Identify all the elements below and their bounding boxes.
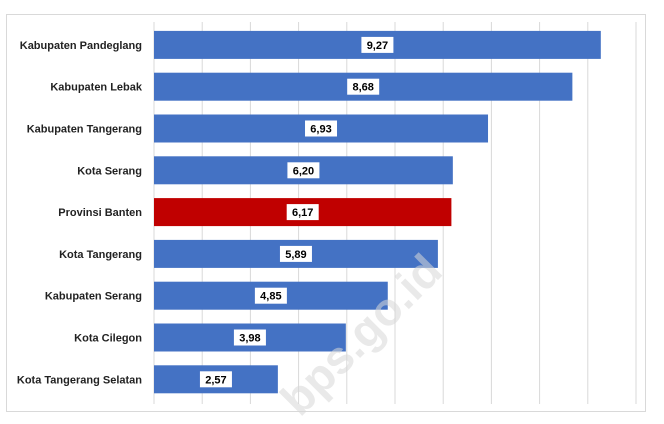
value-label: 4,85 [260, 291, 281, 303]
value-label-box [361, 36, 394, 53]
category-label: Kabupaten Lebak [50, 82, 143, 94]
value-label-box [347, 78, 380, 95]
value-label-box [286, 204, 319, 221]
value-label: 3,98 [239, 333, 260, 345]
value-label: 6,93 [310, 124, 331, 136]
category-label: Kota Tangerang [59, 249, 142, 261]
value-label-box [287, 162, 320, 179]
category-label: Provinsi Banten [58, 207, 142, 219]
value-label: 6,17 [292, 207, 313, 219]
value-label: 6,20 [293, 165, 314, 177]
value-label-box [233, 329, 266, 346]
value-label-box [279, 245, 312, 262]
value-label-box [254, 287, 287, 304]
category-label: Kabupaten Tangerang [27, 124, 142, 136]
category-label: Kota Cilegon [74, 333, 142, 345]
category-label: Kota Serang [77, 165, 142, 177]
category-label: Kota Tangerang Selatan [17, 374, 142, 386]
value-label: 8,68 [352, 82, 373, 94]
category-label: Kabupaten Pandeglang [20, 40, 142, 52]
value-label-box [305, 120, 338, 137]
value-label-box [199, 371, 232, 388]
category-label: Kabupaten Serang [45, 291, 142, 303]
category-labels: Kabupaten Pandeglang Kabupaten Lebak Kabup… [17, 40, 143, 386]
value-labels: 9,27 8,68 6,93 6,20 6,17 5,89 4,85 3,98 2,57 [199, 36, 394, 388]
value-label: 5,89 [285, 249, 306, 261]
value-label: 2,57 [205, 374, 226, 386]
value-label: 9,27 [367, 40, 388, 52]
